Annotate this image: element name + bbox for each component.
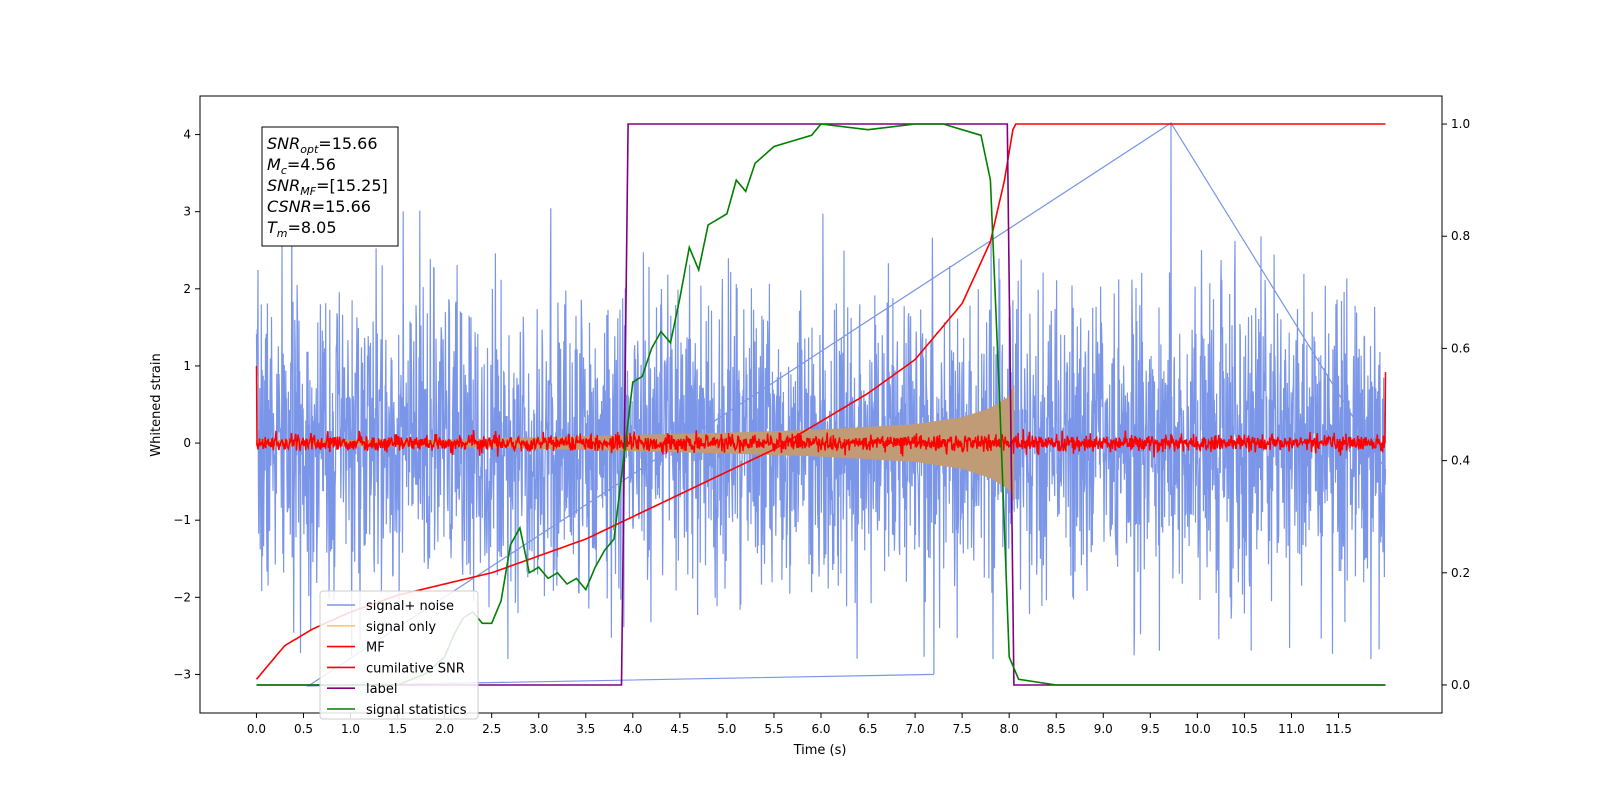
- x-tick-label: 3.0: [529, 722, 548, 736]
- x-tick-label: 5.5: [764, 722, 783, 736]
- annotation-mc: Mc=4.56: [267, 155, 336, 177]
- y-right-tick-label: 0.4: [1451, 454, 1470, 468]
- x-tick-label: 11.5: [1325, 722, 1352, 736]
- series-cumulative-snr-line: [255, 123, 1386, 680]
- x-tick-label: 4.5: [670, 722, 689, 736]
- x-tick-label: 10.5: [1231, 722, 1258, 736]
- legend: signal+ noise signal only MF cumilative SNR…: [319, 590, 479, 720]
- x-tick-label: 0.5: [294, 722, 313, 736]
- x-tick-label: 6.0: [811, 722, 830, 736]
- y-left-tick-label: −3: [173, 667, 191, 681]
- y-right-tick-label: 0.2: [1451, 566, 1470, 580]
- x-tick-label: 9.5: [1141, 722, 1160, 736]
- legend-label: cumilative SNR: [366, 661, 465, 676]
- series-signal-noise-line: [255, 122, 1387, 687]
- x-tick-label: 1.0: [341, 722, 360, 736]
- x-tick-label: 6.5: [858, 722, 877, 736]
- y-axis-left-ticks: −3 −2 −1 0 1 2 3 4: [173, 128, 200, 681]
- x-axis-label: Time (s): [793, 743, 847, 758]
- y-left-tick-label: 0: [183, 436, 191, 450]
- x-tick-label: 0.0: [247, 722, 266, 736]
- plot-lines: [255, 122, 1387, 687]
- legend-label: signal only: [366, 620, 436, 635]
- x-tick-label: 8.5: [1047, 722, 1066, 736]
- y-right-tick-label: 0.8: [1451, 229, 1470, 243]
- y-left-tick-label: 1: [183, 359, 191, 373]
- x-tick-label: 9.0: [1094, 722, 1113, 736]
- annotation-snr-mf: SNRMF=[15.25]: [267, 176, 388, 198]
- x-axis-ticks: 0.0 0.5 1.0 1.5 2.0 2.5 3.0 3.5 4.0 4.5 5.0 5.5 6.0 6…: [247, 713, 1352, 736]
- x-tick-label: 11.0: [1278, 722, 1305, 736]
- x-tick-label: 10.0: [1184, 722, 1211, 736]
- x-tick-label: 2.0: [435, 722, 454, 736]
- x-tick-label: 5.0: [717, 722, 736, 736]
- y-axis-label: Whitened strain: [149, 353, 164, 456]
- y-right-tick-label: 0.6: [1451, 341, 1470, 355]
- legend-label: signal statistics: [366, 703, 467, 718]
- y-left-tick-label: 3: [183, 205, 191, 219]
- legend-label: MF: [366, 641, 385, 656]
- annotation-tm: Tm=8.05: [267, 218, 337, 240]
- annotation-csnr: CSNR=15.66: [267, 197, 371, 216]
- y-axis-right-ticks: 0.0 0.2 0.4 0.6 0.8 1.0: [1442, 117, 1470, 692]
- y-left-tick-label: −1: [173, 513, 191, 527]
- annotation-box: SNRopt=15.66 Mc=4.56 SNRMF=[15.25] CSNR=…: [261, 126, 399, 247]
- legend-label: signal+ noise: [366, 599, 454, 614]
- x-tick-label: 4.0: [623, 722, 642, 736]
- legend-label: label: [366, 682, 397, 697]
- x-tick-label: 2.5: [482, 722, 501, 736]
- x-tick-label: 7.0: [906, 722, 925, 736]
- y-left-tick-label: 2: [183, 282, 191, 296]
- y-left-tick-label: −2: [173, 590, 191, 604]
- x-tick-label: 8.0: [1000, 722, 1019, 736]
- x-tick-label: 1.5: [388, 722, 407, 736]
- y-right-tick-label: 1.0: [1451, 117, 1470, 131]
- series-signal-statistics-line: [256, 123, 1386, 686]
- y-left-tick-label: 4: [183, 128, 191, 142]
- annotation-snr-opt: SNRopt=15.66: [267, 134, 378, 156]
- x-tick-label: 3.5: [576, 722, 595, 736]
- series-mf-line: [255, 365, 1387, 458]
- x-tick-label: 7.5: [953, 722, 972, 736]
- y-right-tick-label: 0.0: [1451, 678, 1470, 692]
